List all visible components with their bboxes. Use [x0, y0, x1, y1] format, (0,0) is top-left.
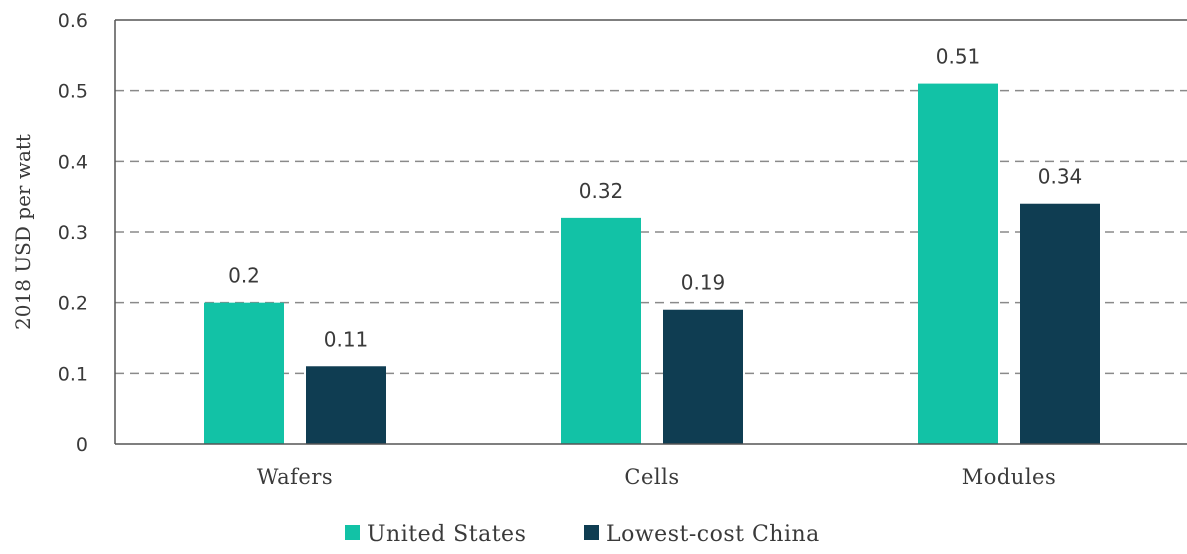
data-label: 0.34 — [1038, 165, 1083, 189]
legend-label: United States — [367, 522, 526, 547]
legend: United States Lowest-cost China — [345, 522, 820, 547]
data-label: 0.19 — [681, 271, 726, 295]
y-axis-title: 2018 USD per watt — [11, 134, 35, 330]
y-tick-label: 0.1 — [58, 363, 88, 385]
y-tick-label: 0.4 — [58, 151, 88, 173]
data-label: 0.51 — [936, 45, 981, 69]
y-tick-label: 0.2 — [58, 293, 88, 315]
data-label: 0.32 — [579, 179, 624, 203]
plot-frame — [114, 19, 1187, 445]
y-tick-label: 0 — [76, 434, 88, 456]
bars — [204, 83, 1100, 444]
y-tick-label: 0.6 — [58, 10, 88, 32]
y-tick-label: 0.3 — [58, 222, 88, 244]
x-axis-categories: Wafers Cells Modules — [257, 465, 1056, 489]
bar-united-states-modules — [918, 83, 998, 444]
bar-united-states-cells — [561, 217, 641, 444]
bar-lowest-cost-china-modules — [1020, 203, 1100, 444]
bar-lowest-cost-china-wafers — [306, 366, 386, 444]
x-category-label: Modules — [962, 465, 1057, 489]
data-label: 0.2 — [228, 264, 260, 288]
y-tick-label: 0.5 — [58, 81, 88, 103]
data-label: 0.11 — [324, 327, 369, 351]
legend-swatch-united-states — [345, 525, 360, 540]
y-axis-ticks: 0 0.1 0.2 0.3 0.4 0.5 0.6 — [58, 10, 88, 456]
bar-lowest-cost-china-cells — [663, 309, 743, 444]
legend-swatch-lowest-cost-china — [584, 525, 599, 540]
data-labels: 0.2 0.32 0.51 0.11 0.19 0.34 — [228, 45, 1082, 352]
x-category-label: Cells — [624, 465, 679, 489]
legend-label: Lowest-cost China — [606, 522, 820, 547]
bar-united-states-wafers — [204, 302, 284, 444]
x-category-label: Wafers — [257, 465, 333, 489]
gridlines — [115, 89, 1187, 375]
